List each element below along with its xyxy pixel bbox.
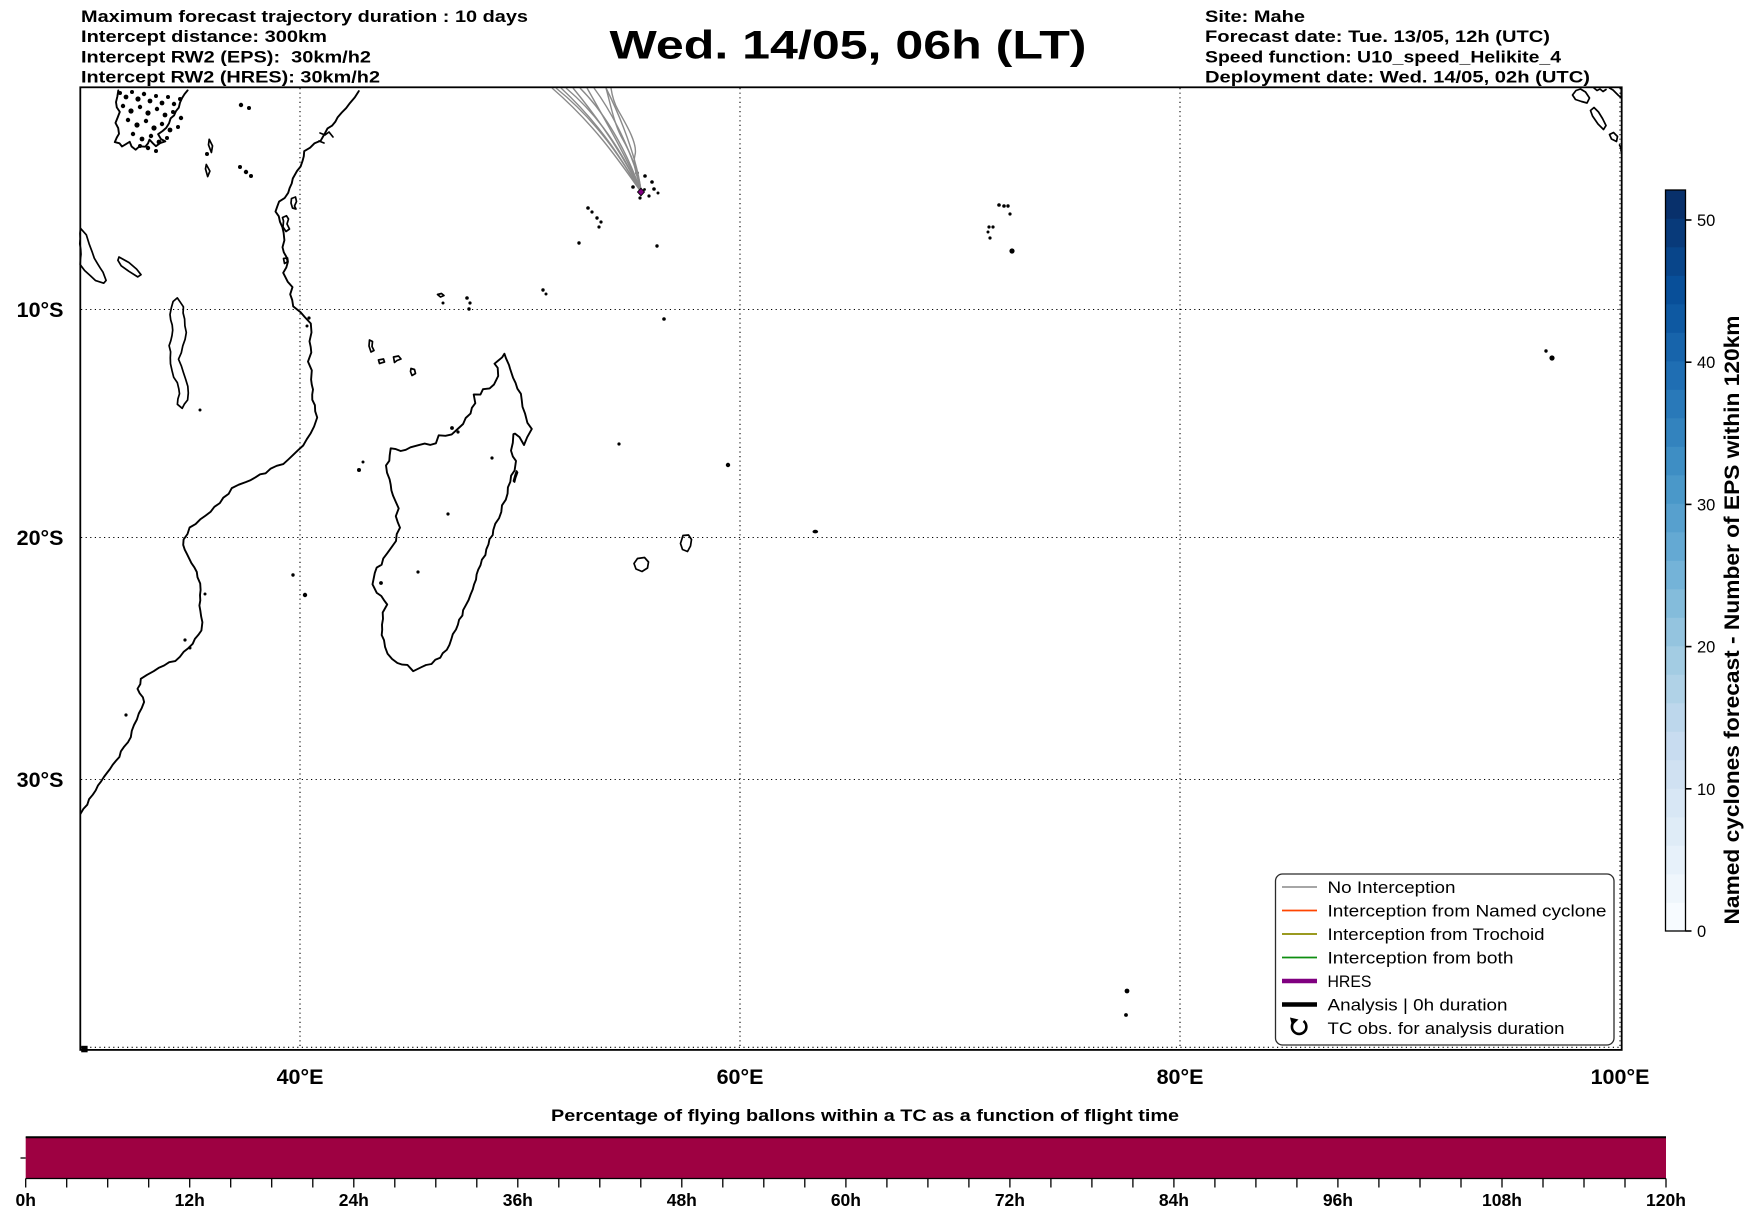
svg-text:Intercept RW2 (EPS): 30km/h2: Intercept RW2 (EPS): 30km/h2 xyxy=(81,48,371,66)
svg-text:Interception from Trochoid: Interception from Trochoid xyxy=(1328,925,1545,944)
svg-text:84h: 84h xyxy=(1159,1190,1189,1210)
svg-text:Forecast date: Tue. 13/05, 12h: Forecast date: Tue. 13/05, 12h (UTC) xyxy=(1205,28,1550,46)
svg-text:Deployment date: Wed. 14/05, 0: Deployment date: Wed. 14/05, 02h (UTC) xyxy=(1205,69,1590,87)
svg-text:30°S: 30°S xyxy=(17,768,64,792)
svg-text:72h: 72h xyxy=(995,1190,1025,1210)
svg-text:10: 10 xyxy=(1697,781,1715,799)
svg-text:40°E: 40°E xyxy=(277,1065,324,1089)
svg-text:20°S: 20°S xyxy=(17,526,64,550)
svg-text:40: 40 xyxy=(1697,354,1715,372)
svg-text:108h: 108h xyxy=(1482,1190,1522,1210)
svg-text:60°E: 60°E xyxy=(717,1065,764,1089)
svg-text:48h: 48h xyxy=(667,1190,697,1210)
svg-text:Intercept distance: 300km: Intercept distance: 300km xyxy=(81,28,327,46)
svg-text:Interception from both: Interception from both xyxy=(1328,949,1514,968)
svg-text:Interception from Named cyclon: Interception from Named cyclone xyxy=(1328,902,1607,921)
svg-text:120h: 120h xyxy=(1646,1190,1686,1210)
svg-text:Speed function: U10_speed_Heli: Speed function: U10_speed_Helikite_4 xyxy=(1205,48,1562,66)
svg-text:TC obs. for analysis duration: TC obs. for analysis duration xyxy=(1328,1019,1565,1038)
svg-text:Wed. 14/05, 06h (LT): Wed. 14/05, 06h (LT) xyxy=(610,24,1087,68)
svg-text:No Interception: No Interception xyxy=(1328,878,1456,897)
svg-text:Analysis | 0h duration: Analysis | 0h duration xyxy=(1328,996,1508,1015)
svg-text:12h: 12h xyxy=(175,1190,205,1210)
svg-text:0h: 0h xyxy=(15,1190,35,1210)
svg-text:20: 20 xyxy=(1697,639,1715,657)
svg-text:24h: 24h xyxy=(339,1190,369,1210)
svg-text:HRES: HRES xyxy=(1328,972,1372,991)
svg-text:80°E: 80°E xyxy=(1157,1065,1204,1089)
svg-text:Maximum forecast trajectory du: Maximum forecast trajectory duration : 1… xyxy=(81,8,528,26)
svg-text:36h: 36h xyxy=(503,1190,533,1210)
svg-text:10°S: 10°S xyxy=(17,298,64,322)
svg-text:100°E: 100°E xyxy=(1591,1065,1650,1089)
svg-text:Site: Mahe: Site: Mahe xyxy=(1205,8,1305,26)
svg-text:Percentage of flying ballons w: Percentage of flying ballons within a TC… xyxy=(551,1107,1179,1125)
svg-text:Intercept RW2 (HRES): 30km/h2: Intercept RW2 (HRES): 30km/h2 xyxy=(81,69,380,87)
svg-text:50: 50 xyxy=(1697,212,1715,230)
svg-text:Named cyclones forecast - Numb: Named cyclones forecast - Number of EPS … xyxy=(1721,316,1744,925)
svg-text:0: 0 xyxy=(1697,923,1706,941)
svg-text:96h: 96h xyxy=(1323,1190,1353,1210)
svg-text:60h: 60h xyxy=(831,1190,861,1210)
svg-text:30: 30 xyxy=(1697,496,1715,514)
